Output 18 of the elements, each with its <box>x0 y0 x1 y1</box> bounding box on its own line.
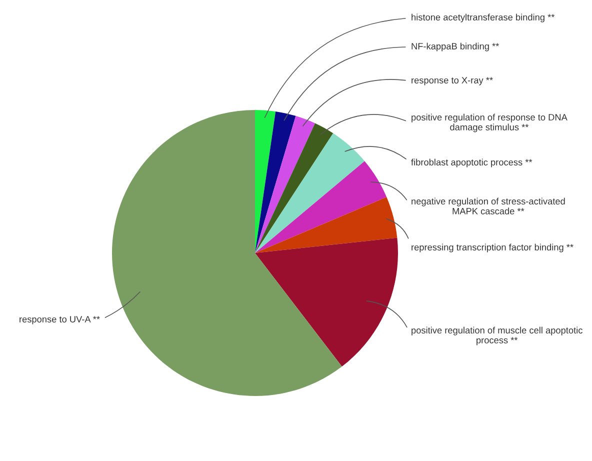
slice-label: positive regulation of muscle cell apoptotic process ** <box>412 326 582 346</box>
slice-label: positive regulation of response to DNA damage stimulus ** <box>412 114 568 132</box>
slice-label: repressing transcription factor binding ** <box>412 244 574 252</box>
slice-label: negative regulation of stress-activated MAPK cascade ** <box>412 198 565 214</box>
slice-label: NF-kappaB binding ** <box>412 42 500 52</box>
pie-slice <box>255 133 365 253</box>
pie-slice <box>255 238 398 367</box>
slice-label: response to UV-A ** <box>20 316 100 324</box>
pie-slice <box>255 197 398 253</box>
pie-slice <box>255 116 316 253</box>
slice-label: histone acetyltransferase binding ** <box>412 14 555 22</box>
slice-label: fibroblast apoptotic process ** <box>411 158 532 168</box>
pie-slice <box>112 110 342 396</box>
pie-slice <box>255 110 276 253</box>
pie-slice <box>255 111 296 253</box>
slice-label: response to X-ray ** <box>412 77 493 86</box>
pie-slice <box>255 123 334 253</box>
pie-slice <box>255 161 387 253</box>
